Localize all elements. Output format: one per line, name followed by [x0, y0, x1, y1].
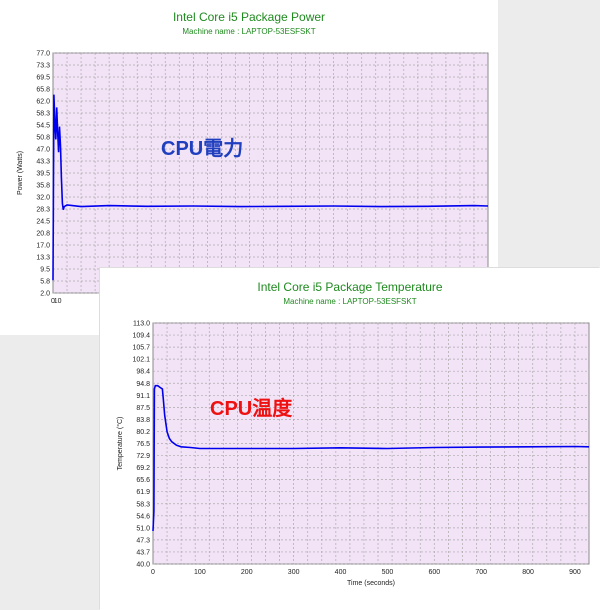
y-tick-label: 40.0: [136, 562, 150, 569]
y-tick-label: 94.8: [136, 381, 150, 388]
y-tick-label: 54.5: [36, 123, 50, 130]
y-tick-label: 35.8: [36, 183, 50, 190]
x-tick-label: 200: [241, 569, 253, 576]
temperature-chart-title: Intel Core i5 Package Temperature: [257, 280, 443, 294]
y-tick-label: 24.5: [36, 219, 50, 226]
y-tick-label: 77.0: [36, 51, 50, 58]
x-tick-label: 400: [335, 569, 347, 576]
x-tick-label: 900: [569, 569, 581, 576]
y-tick-label: 13.3: [36, 255, 50, 262]
power-chart-title: Intel Core i5 Package Power: [172, 10, 326, 24]
y-tick-label: 54.6: [136, 513, 150, 520]
y-tick-label: 20.8: [36, 231, 50, 238]
x-tick-label: 0: [51, 298, 55, 305]
series-line: [52, 94, 489, 281]
overlay-label: CPU温度: [210, 396, 293, 420]
y-tick-label: 51.0: [136, 525, 150, 532]
y-tick-label: 28.3: [36, 207, 50, 214]
y-tick-label: 2.0: [40, 291, 50, 298]
y-tick-label: 47.3: [136, 537, 150, 544]
y-tick-label: 69.2: [136, 465, 150, 472]
y-tick-label: 113.0: [133, 321, 150, 328]
y-tick-label: 9.5: [40, 267, 50, 274]
y-tick-label: 58.3: [36, 111, 50, 118]
temperature-chart-panel: Intel Core i5 Package Temperature Machin…: [100, 268, 600, 610]
y-tick-label: 32.0: [36, 195, 50, 202]
x-tick-label: 800: [522, 569, 534, 576]
y-tick-label: 61.9: [136, 489, 150, 496]
overlay-label: CPU電力: [161, 137, 243, 160]
x-tick-label: 700: [475, 569, 487, 576]
y-tick-label: 50.8: [36, 135, 50, 142]
y-tick-label: 105.7: [132, 345, 150, 352]
y-tick-label: 65.8: [36, 87, 50, 94]
y-tick-label: 76.5: [136, 441, 150, 448]
y-tick-label: 17.0: [36, 243, 50, 250]
y-tick-label: 87.5: [136, 405, 150, 412]
y-tick-label: 43.7: [136, 549, 150, 556]
y-tick-label: 39.5: [36, 171, 50, 178]
y-tick-label: 109.4: [132, 333, 150, 340]
y-tick-label: 62.0: [36, 99, 50, 106]
x-axis-label: Time (seconds): [347, 580, 395, 587]
x-tick-label: 300: [288, 569, 300, 576]
y-tick-label: 58.3: [136, 501, 150, 508]
x-tick-label: 10: [54, 298, 62, 305]
series-line: [152, 384, 590, 532]
y-tick-label: 98.4: [136, 369, 150, 376]
y-tick-label: 72.9: [136, 453, 150, 460]
y-tick-label: 69.5: [36, 75, 50, 82]
y-tick-label: 91.1: [136, 393, 150, 400]
y-tick-label: 5.8: [40, 279, 50, 286]
y-tick-label: 43.3: [36, 159, 50, 166]
power-chart-plot: 77.0 73.3 69.5 65.8 62.0 58.3 54.5 50.8 47.0 43.3…: [17, 51, 489, 305]
y-axis-label: Temperature (°C): [116, 417, 124, 471]
y-tick-label: 102.1: [132, 357, 150, 364]
x-tick-label: 500: [382, 569, 394, 576]
power-chart-panel: Intel Core i5 Package Power Machine name…: [0, 0, 498, 335]
power-chart-subtitle: Machine name : LAPTOP-53ESFSKT: [182, 27, 316, 36]
y-tick-label: 73.3: [36, 63, 50, 70]
temperature-chart-subtitle: Machine name : LAPTOP-53ESFSKT: [283, 297, 417, 306]
x-tick-label: 600: [428, 569, 440, 576]
y-tick-label: 65.6: [136, 477, 150, 484]
y-tick-label: 47.0: [36, 147, 50, 154]
x-tick-label: 0: [151, 569, 155, 576]
temperature-chart-plot: 113.0 109.4 105.7 102.1 98.4 94.8 91.1 87.5 83.8…: [116, 321, 590, 587]
y-tick-label: 80.2: [136, 429, 150, 436]
y-tick-label: 83.8: [136, 417, 150, 424]
y-axis-label: Power (Watts): [17, 151, 24, 195]
x-tick-label: 100: [194, 569, 206, 576]
